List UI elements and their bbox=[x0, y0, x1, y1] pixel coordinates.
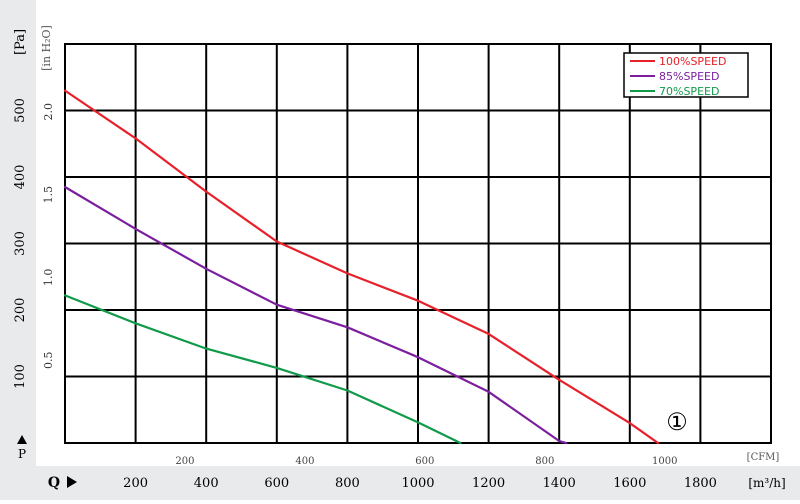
x-tick-label: 200 bbox=[123, 476, 148, 491]
x-secondary-tick-label: 600 bbox=[415, 456, 434, 467]
series-line-3 bbox=[63, 294, 462, 445]
x-tick-label: 1000 bbox=[401, 476, 434, 491]
y-unit-inh2o: [in H₂O] bbox=[40, 25, 53, 71]
series-line-1 bbox=[63, 89, 660, 445]
legend-label-85: 85%SPEED bbox=[659, 70, 719, 83]
y-axis-band bbox=[0, 0, 36, 500]
x-tick-label: 1800 bbox=[684, 476, 717, 491]
x-tick-label: 1400 bbox=[543, 476, 576, 491]
curve-marker: ① bbox=[666, 408, 688, 436]
x-tick-label: 800 bbox=[335, 476, 360, 491]
y-tick-label: 100 bbox=[13, 364, 28, 389]
x-secondary-tick-label: 800 bbox=[535, 456, 554, 467]
series-line-2 bbox=[63, 185, 568, 445]
x-secondary-tick-label: 1000 bbox=[652, 456, 677, 467]
x-unit-cfm: [CFM] bbox=[747, 452, 780, 463]
y-secondary-tick-label: 2.0 bbox=[42, 103, 55, 121]
x-axis-label: Q bbox=[48, 475, 60, 491]
x-tick-label: 1600 bbox=[613, 476, 646, 491]
x-tick-label: 400 bbox=[194, 476, 219, 491]
legend: 100%SPEED 85%SPEED 70%SPEED bbox=[623, 52, 749, 98]
y-axis-label: P bbox=[18, 447, 26, 461]
legend-label-100: 100%SPEED bbox=[659, 55, 726, 68]
curves bbox=[63, 89, 660, 445]
x-tick-label: 600 bbox=[264, 476, 289, 491]
x-unit-m3h: [m³/h] bbox=[748, 476, 785, 490]
x-axis-arrow-icon bbox=[67, 476, 77, 488]
x-tick-label: 1200 bbox=[472, 476, 505, 491]
grid bbox=[64, 43, 772, 444]
x-secondary-tick-label: 200 bbox=[175, 456, 194, 467]
y-tick-label: 400 bbox=[13, 165, 28, 190]
y-unit-pa: [Pa] bbox=[13, 29, 28, 55]
y-axis-arrow-icon bbox=[17, 435, 27, 444]
x-axis-band bbox=[36, 466, 800, 500]
y-secondary-tick-label: 1.0 bbox=[42, 269, 55, 287]
y-tick-label: 300 bbox=[13, 231, 28, 256]
y-tick-label: 500 bbox=[13, 98, 28, 123]
y-tick-label: 200 bbox=[13, 298, 28, 323]
legend-label-70: 70%SPEED bbox=[659, 85, 719, 98]
x-secondary-tick-label: 400 bbox=[295, 456, 314, 467]
y-secondary-tick-label: 1.5 bbox=[42, 186, 55, 204]
y-secondary-tick-label: 0.5 bbox=[42, 351, 55, 369]
